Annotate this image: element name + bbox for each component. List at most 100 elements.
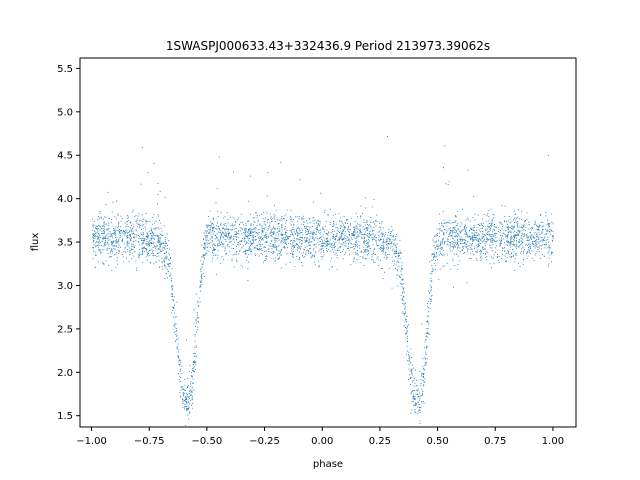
data-point [218,229,220,231]
data-point [220,243,222,245]
data-point [414,390,415,392]
data-point [406,328,407,329]
data-point [439,236,440,237]
data-point [297,235,299,237]
data-point [235,234,237,235]
data-point [191,407,193,409]
data-point [192,352,194,354]
data-point [189,411,191,413]
data-point [163,260,165,262]
data-point [107,228,109,230]
data-point [273,228,275,230]
data-point [147,236,149,237]
data-point [480,240,482,241]
data-point [275,221,276,222]
data-point [200,290,201,292]
data-point [226,212,228,213]
data-point [263,212,265,214]
data-point [101,231,103,233]
data-point [167,244,168,246]
data-point [332,237,334,239]
data-point [344,245,346,247]
data-point [528,251,530,253]
data-point [489,229,491,231]
data-point [220,222,222,224]
data-point [102,239,104,241]
data-point [250,232,252,233]
data-point [399,275,401,277]
data-point [94,235,96,237]
data-point [269,213,271,215]
data-point [103,263,105,265]
data-point [318,260,320,262]
data-point [103,230,105,232]
data-point [253,247,255,249]
data-point [349,229,351,231]
data-point [168,240,170,242]
data-point [257,248,258,250]
data-point [149,262,151,263]
data-point [530,232,532,234]
data-point [129,234,131,235]
data-point [396,250,397,252]
data-point [201,274,202,276]
data-point [523,249,525,251]
data-point [367,221,369,223]
data-point [373,261,374,263]
data-point [436,248,438,250]
data-point [222,236,224,238]
data-point [472,243,473,245]
data-point [192,370,194,371]
data-point [153,232,155,234]
data-point [312,232,314,234]
data-point [508,241,509,243]
data-point [537,226,538,228]
data-point [223,237,225,238]
data-point [450,246,452,248]
data-point [255,232,257,234]
data-point [245,236,247,238]
data-point [401,268,403,270]
data-point [433,241,435,243]
data-point [241,241,242,242]
data-point [281,229,283,231]
data-point [478,238,479,240]
data-point [284,237,286,238]
data-point [203,276,205,277]
data-point [375,241,377,243]
data-point [117,230,119,231]
data-point [220,223,222,225]
data-point [273,233,275,234]
data-point [258,229,259,231]
data-point [332,230,334,232]
data-point [380,249,382,251]
data-point [545,239,547,241]
data-point [420,379,422,381]
data-point [528,224,530,225]
data-point [328,214,329,216]
data-point [417,390,419,392]
data-point [538,229,540,231]
data-point [269,245,271,247]
data-point [197,326,199,328]
data-point [280,249,282,251]
data-point [213,226,215,228]
data-point [270,230,272,231]
data-point [136,269,137,271]
data-point [262,230,264,232]
data-point [299,179,301,181]
data-point [188,396,190,398]
data-point [113,245,115,247]
data-point [301,240,303,242]
data-point [454,235,455,237]
data-point [145,223,147,225]
data-point [534,244,536,246]
data-point [280,241,281,243]
data-point [135,260,137,262]
data-point [542,244,544,245]
data-point [99,217,101,219]
data-point [353,260,355,262]
data-point [261,248,262,250]
data-point [364,236,365,238]
data-point [320,192,322,194]
